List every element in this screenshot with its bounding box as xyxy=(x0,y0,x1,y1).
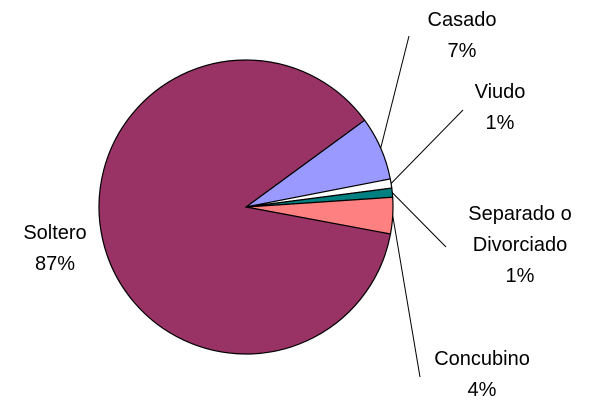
pie-slice xyxy=(98,59,392,355)
category-label: Separado o Divorciado xyxy=(468,203,572,256)
slice-label: Soltero 87% xyxy=(0,218,114,280)
slice-label: Casado 7% xyxy=(403,5,521,67)
category-label: Casado xyxy=(427,9,497,31)
leader-line xyxy=(392,215,421,378)
leader-line xyxy=(390,109,464,184)
leader-line xyxy=(380,35,410,149)
value-label: 4% xyxy=(467,379,497,401)
category-label: Concubino xyxy=(434,348,530,370)
value-label: 7% xyxy=(447,40,477,62)
slice-label: Concubino 4% xyxy=(423,344,541,406)
category-label: Soltero xyxy=(23,222,87,244)
value-label: 1% xyxy=(485,112,515,134)
slice-label: Viudo 1% xyxy=(441,77,559,139)
value-label: 87% xyxy=(34,253,76,275)
slice-label: Separado o Divorciado 1% xyxy=(461,199,579,292)
value-label: 1% xyxy=(505,265,535,287)
leader-line xyxy=(391,192,447,248)
category-label: Viudo xyxy=(474,81,526,103)
